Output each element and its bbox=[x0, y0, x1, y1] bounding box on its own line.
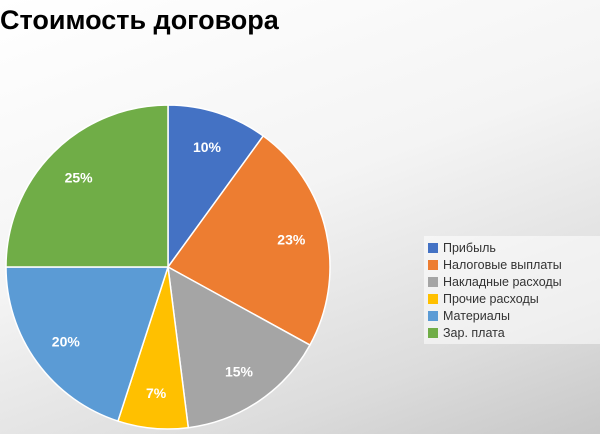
legend-label: Материалы bbox=[443, 309, 510, 323]
legend-swatch bbox=[428, 311, 438, 321]
legend-swatch bbox=[428, 294, 438, 304]
legend-swatch bbox=[428, 260, 438, 270]
legend-item-3: Накладные расходы bbox=[428, 274, 562, 290]
legend-item-1: Прибыль bbox=[428, 240, 496, 256]
legend-item-2: Налоговые выплаты bbox=[428, 257, 562, 273]
pie-slice-3 bbox=[167, 265, 311, 429]
legend-label: Зар. плата bbox=[443, 326, 505, 340]
pie-slice-2 bbox=[166, 134, 331, 347]
data-label-1: 10% bbox=[193, 139, 222, 155]
pie-slices bbox=[5, 104, 331, 430]
data-label-4: 7% bbox=[146, 385, 167, 401]
legend-swatch bbox=[428, 277, 438, 287]
legend-label: Налоговые выплаты bbox=[443, 258, 562, 272]
legend-item-4: Прочие расходы bbox=[428, 291, 539, 307]
legend-item-6: Зар. плата bbox=[428, 325, 505, 341]
pie-slice-6 bbox=[5, 104, 169, 268]
legend-label: Прочие расходы bbox=[443, 292, 539, 306]
pie-slice-5 bbox=[5, 266, 170, 423]
legend-label: Накладные расходы bbox=[443, 275, 562, 289]
legend-swatch bbox=[428, 328, 438, 338]
data-labels: 10% 23% 15% 7% 20% 25% bbox=[52, 139, 306, 401]
pie-slice-1 bbox=[167, 104, 265, 270]
legend-swatch bbox=[428, 243, 438, 253]
legend-item-5: Материалы bbox=[428, 308, 510, 324]
data-label-6: 25% bbox=[65, 170, 94, 186]
legend-label: Прибыль bbox=[443, 241, 496, 255]
chart-title: Стоимость договора bbox=[0, 5, 279, 35]
chart-legend: Прибыль Налоговые выплаты Накладные расход… bbox=[424, 236, 600, 344]
data-label-2: 23% bbox=[277, 231, 306, 247]
data-label-3: 15% bbox=[225, 364, 254, 380]
data-label-5: 20% bbox=[52, 333, 81, 349]
